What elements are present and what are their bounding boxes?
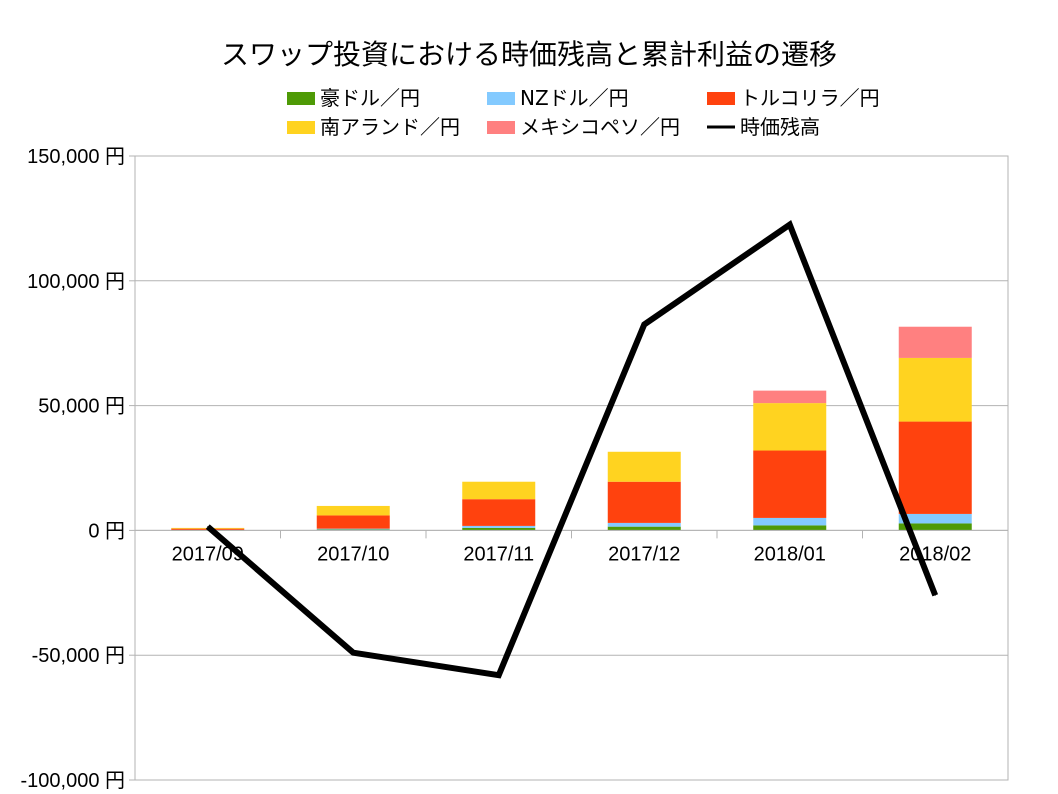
y-tick-label: -50,000 円 bbox=[32, 645, 125, 667]
bar-segment bbox=[898, 326, 972, 358]
gridlines bbox=[129, 155, 1009, 781]
bar-segment bbox=[607, 451, 681, 482]
line-series bbox=[205, 220, 939, 679]
bar-segment bbox=[753, 525, 827, 531]
bar-segment bbox=[607, 522, 681, 527]
bar-segment bbox=[462, 481, 536, 500]
bar-segment bbox=[316, 505, 390, 516]
legend-label: トルコリラ／円 bbox=[740, 86, 880, 110]
bar-segment bbox=[898, 523, 972, 531]
legend-label: メキシコペソ／円 bbox=[520, 115, 680, 139]
line-point bbox=[207, 526, 209, 528]
legend-label: 豪ドル／円 bbox=[320, 86, 420, 110]
bar-segment bbox=[316, 528, 390, 530]
bar-segment bbox=[462, 525, 536, 528]
line-point bbox=[643, 323, 645, 325]
legend-swatch bbox=[287, 92, 315, 105]
y-tick-label: -100,000 円 bbox=[20, 770, 125, 792]
legend-label: 時価残高 bbox=[740, 115, 820, 139]
bar-segment bbox=[753, 403, 827, 451]
x-axis: 2017/09 2017/10 2017/11 2017/12 2018/01 2018/… bbox=[134, 529, 1009, 565]
line-series-path bbox=[205, 220, 939, 679]
legend-swatch bbox=[707, 92, 735, 105]
bar-segment bbox=[462, 499, 536, 526]
legend-swatch bbox=[487, 92, 515, 105]
bars bbox=[171, 326, 972, 531]
y-tick-label: 150,000 円 bbox=[27, 146, 125, 168]
bar-segment bbox=[607, 526, 681, 531]
legend-swatch bbox=[487, 121, 515, 134]
bar-segment bbox=[753, 390, 827, 404]
legend-label: NZドル／円 bbox=[520, 86, 629, 110]
x-tick-label: 2017/12 bbox=[608, 543, 680, 565]
x-tick-label: 2017/09 bbox=[172, 543, 244, 565]
bar-segment bbox=[898, 357, 972, 422]
bar-segment bbox=[753, 517, 827, 526]
chart-title: スワップ投資における時価残高と累計利益の遷移 bbox=[221, 38, 837, 71]
bar-segment bbox=[898, 513, 972, 524]
x-tick-label: 2018/01 bbox=[754, 543, 826, 565]
line-point bbox=[498, 674, 500, 676]
plot-area-frame bbox=[134, 155, 1009, 781]
y-tick-label: 50,000 円 bbox=[38, 396, 125, 418]
y-tick-label: 100,000 円 bbox=[27, 271, 125, 293]
bar-segment bbox=[607, 481, 681, 523]
bar-segment bbox=[898, 421, 972, 514]
line-point bbox=[934, 594, 936, 596]
legend-swatch bbox=[287, 121, 315, 134]
legend-label: 南アランド／円 bbox=[320, 115, 460, 139]
bar-segment bbox=[753, 450, 827, 518]
x-tick-label: 2017/10 bbox=[317, 543, 389, 565]
x-tick-label: 2017/11 bbox=[463, 543, 534, 565]
bar-segment bbox=[316, 515, 390, 529]
line-point bbox=[352, 652, 354, 654]
line-point bbox=[789, 224, 791, 226]
x-tick-label: 2018/02 bbox=[899, 543, 971, 565]
bar-segment bbox=[462, 527, 536, 531]
y-axis: 150,000 円 100,000 円 50,000 円 0 円 -50,000 円 -1… bbox=[20, 146, 125, 792]
y-tick-label: 0 円 bbox=[88, 520, 125, 542]
